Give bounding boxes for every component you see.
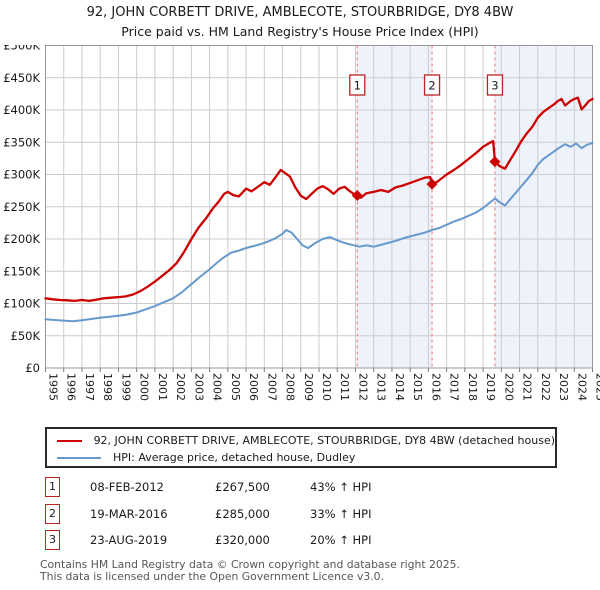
sale-2-price: £285,000 (215, 506, 270, 521)
x-axis-label: 2017 (448, 373, 461, 401)
y-axis-label: £350K (3, 135, 40, 149)
sale-2-hpi-delta: 33% ↑ HPI (310, 506, 372, 521)
x-axis-label: 2007 (265, 373, 278, 401)
x-axis-label: 1995 (47, 373, 60, 401)
plot-border (45, 45, 593, 369)
license-footer: Contains HM Land Registry data © Crown c… (40, 559, 600, 582)
x-axis-label: 2009 (302, 373, 315, 401)
x-axis-label: 2018 (466, 373, 479, 401)
sale-1-badge: 1 (45, 477, 60, 497)
sale-badge-box-2 (423, 74, 441, 96)
x-axis-label: 2023 (557, 373, 570, 401)
y-axis-label: £200K (3, 232, 40, 246)
sale-badge-num-1: 1 (354, 79, 361, 93)
property-line-swatch (57, 439, 82, 442)
sale-2-date: 19-MAR-2016 (90, 506, 168, 521)
sale-3-date: 23-AUG-2019 (90, 533, 168, 547)
sale-annotations: 1 08-FEB-2012 £267,500 43% ↑ HPI 2 19-MA… (45, 477, 585, 557)
sale-marker-3 (489, 156, 501, 168)
sale-1-price: £267,500 (215, 480, 270, 494)
legend-item-property: 92, JOHN CORBETT DRIVE, AMBLECOTE, STOUR… (57, 432, 555, 449)
x-axis-label: 1999 (119, 373, 132, 401)
y-axis-label: £300K (3, 168, 40, 182)
x-axis-label: 2020 (502, 373, 515, 401)
x-axis-label: 2019 (484, 373, 497, 401)
legend-item-hpi: HPI: Average price, detached house, Dudl… (57, 449, 555, 466)
sale-1-date: 08-FEB-2012 (90, 480, 164, 494)
x-axis-label: 2013 (375, 373, 388, 401)
sale-row-1: 1 08-FEB-2012 £267,500 43% ↑ HPI (45, 477, 585, 504)
x-axis-label: 2008 (284, 373, 297, 401)
y-axis-label: £50K (11, 329, 41, 343)
x-axis-label: 2003 (192, 373, 205, 401)
sale-3-hpi-delta: 20% ↑ HPI (310, 533, 372, 547)
page-title: 92, JOHN CORBETT DRIVE, AMBLECOTE, STOUR… (86, 5, 514, 20)
x-axis-label: 2016 (429, 373, 442, 401)
y-axis-label: £100K (3, 297, 40, 311)
sale-3-badge: 3 (45, 530, 60, 550)
hpi-line-swatch (57, 456, 101, 459)
x-axis-label: 2025 (594, 373, 600, 401)
y-axis-label: £150K (3, 264, 40, 278)
legend-label-hpi: HPI: Average price, detached house, Dudl… (113, 451, 356, 464)
x-axis-label: 2021 (521, 373, 534, 401)
x-axis-label: 2006 (247, 373, 260, 401)
x-axis-label: 2024 (575, 373, 588, 401)
sale-row-2: 2 19-MAR-2016 £285,000 33% ↑ HPI (45, 503, 585, 531)
property-price-line (44, 96, 594, 303)
sale-2-badge: 2 (45, 503, 60, 524)
sale-badge-box-3 (486, 74, 504, 96)
y-axis-label: £250K (3, 200, 40, 214)
sale-row-3: 3 23-AUG-2019 £320,000 20% ↑ HPI (45, 530, 585, 557)
x-axis-label: 2010 (320, 373, 333, 401)
sale-badge-box-1 (349, 74, 366, 96)
x-axis-label: 2001 (156, 373, 169, 401)
sale-badge-num-2: 2 (428, 79, 435, 93)
y-axis-label: £400K (3, 103, 40, 117)
license-footer-line1: Contains HM Land Registry data © Crown c… (40, 558, 460, 571)
sale-marker-2 (426, 178, 438, 190)
y-axis-label: £0 (25, 361, 40, 375)
sale-badge-num-3: 3 (491, 79, 498, 93)
x-axis-label: 2002 (174, 373, 187, 401)
x-axis-label: 2012 (356, 373, 369, 401)
sale-3-price: £320,000 (215, 533, 270, 547)
x-axis-label: 1996 (65, 373, 78, 401)
sale-marker-1 (351, 189, 363, 201)
license-footer-line2: This data is licensed under the Open Gov… (40, 569, 384, 583)
x-axis-label: 2004 (211, 373, 224, 401)
x-axis-label: 2022 (539, 373, 552, 401)
x-axis-label: 2005 (229, 373, 242, 401)
x-axis-label: 2011 (338, 373, 351, 401)
x-axis-label: 1997 (83, 373, 96, 401)
page-subtitle: Price paid vs. HM Land Registry's House … (121, 24, 479, 39)
y-axis-label: £450K (3, 71, 40, 85)
sale-1-hpi-delta: 43% ↑ HPI (310, 480, 372, 494)
y-axis-label: £500K (3, 45, 40, 53)
hpi-line (44, 141, 594, 323)
x-axis-label: 2015 (411, 373, 424, 401)
price-chart: 1995 1996 1997 1998 1999 2000 2001 2002 2003 2004… (3, 45, 600, 401)
x-axis-label: 2000 (138, 373, 151, 401)
chart-legend: 92, JOHN CORBETT DRIVE, AMBLECOTE, STOUR… (45, 427, 557, 468)
x-axis-label: 2014 (393, 373, 406, 401)
x-axis-label: 1998 (101, 373, 114, 401)
legend-label-property: 92, JOHN CORBETT DRIVE, AMBLECOTE, STOUR… (93, 434, 555, 447)
